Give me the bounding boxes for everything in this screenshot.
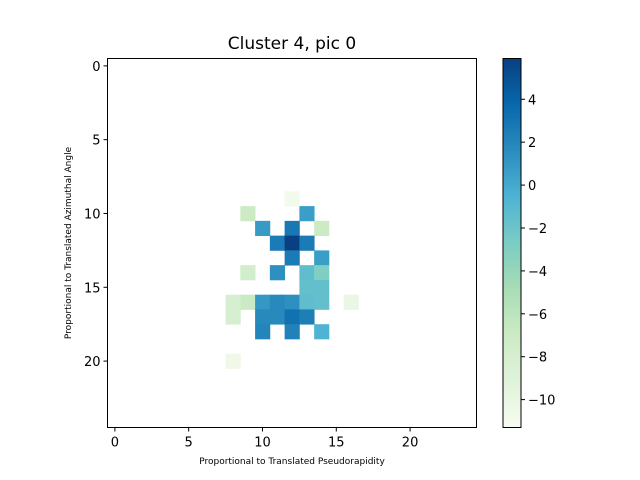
x-tick-label: 5 bbox=[185, 436, 193, 451]
y-tick-label: 15 bbox=[84, 281, 101, 296]
y-tick-label: 5 bbox=[92, 134, 100, 149]
colorbar-tick-label: 4 bbox=[528, 93, 536, 108]
colorbar-tick-label: −6 bbox=[528, 308, 547, 323]
x-axis-label: Proportional to Translated Pseudorapidit… bbox=[199, 457, 385, 467]
heatmap-cell bbox=[269, 235, 286, 251]
heatmap-cell bbox=[225, 294, 241, 310]
colorbar-ticks: 4 2 0 −2 −4 −6 −8 −10 bbox=[521, 93, 555, 409]
heatmap-cell bbox=[269, 294, 286, 310]
colorbar-tick-label: −2 bbox=[528, 222, 547, 237]
heatmap-cell bbox=[284, 220, 300, 237]
heatmap-cell bbox=[284, 235, 300, 251]
chart-title: Cluster 4, pic 0 bbox=[228, 34, 356, 54]
heatmap-cell bbox=[225, 353, 241, 369]
colorbar-tick-label: 0 bbox=[528, 179, 536, 194]
heatmap-cell bbox=[225, 309, 241, 325]
heatmap-cell bbox=[299, 235, 315, 251]
heatmap-cell bbox=[299, 309, 315, 325]
heatmap-cell bbox=[255, 309, 271, 325]
x-tick-label: 15 bbox=[328, 436, 345, 451]
y-axis: 0 5 10 15 20 bbox=[84, 60, 108, 370]
colorbar-tick-label: −4 bbox=[528, 265, 547, 280]
heatmap-cell bbox=[299, 279, 315, 296]
heatmap-cells bbox=[225, 191, 359, 369]
x-axis: 0 5 10 15 20 bbox=[111, 427, 419, 451]
heatmap-cell bbox=[299, 294, 315, 310]
heatmap-cell bbox=[314, 265, 330, 281]
heatmap-cell bbox=[314, 294, 330, 310]
heatmap-cell bbox=[299, 265, 315, 281]
x-tick-label: 10 bbox=[254, 436, 271, 451]
heatmap-cell bbox=[343, 294, 359, 310]
heatmap-cell bbox=[284, 294, 300, 310]
colorbar bbox=[502, 58, 522, 428]
y-tick-label: 10 bbox=[84, 207, 101, 222]
colorbar-tick-label: 2 bbox=[528, 136, 536, 151]
heatmap-cell bbox=[314, 324, 330, 340]
y-axis-label: Proportional to Translated Azimuthal Ang… bbox=[64, 146, 74, 339]
heatmap-cell bbox=[299, 206, 315, 222]
heatmap-cell bbox=[240, 206, 256, 222]
heatmap-cell bbox=[240, 294, 256, 310]
heatmap-cell bbox=[314, 250, 330, 266]
heatmap-cell bbox=[284, 309, 300, 325]
plot-frame bbox=[107, 58, 477, 428]
heatmap-cell bbox=[240, 265, 256, 281]
y-tick-label: 20 bbox=[84, 355, 101, 370]
heatmap-cell bbox=[255, 324, 271, 340]
colorbar-tick-label: −8 bbox=[528, 351, 547, 366]
x-tick-label: 20 bbox=[402, 436, 419, 451]
x-tick-label: 0 bbox=[111, 436, 119, 451]
heatmap-cell bbox=[269, 309, 286, 325]
y-tick-label: 0 bbox=[92, 60, 100, 75]
heatmap-cell bbox=[255, 294, 271, 310]
heatmap-cell bbox=[284, 250, 300, 266]
heatmap-cell bbox=[284, 324, 300, 340]
colorbar-tick-label: −10 bbox=[528, 394, 555, 409]
heatmap-cell bbox=[314, 220, 330, 237]
heatmap-cell bbox=[269, 265, 286, 281]
heatmap-cell bbox=[284, 191, 300, 207]
heatmap-cell bbox=[314, 279, 330, 296]
heatmap-cell bbox=[255, 220, 271, 237]
